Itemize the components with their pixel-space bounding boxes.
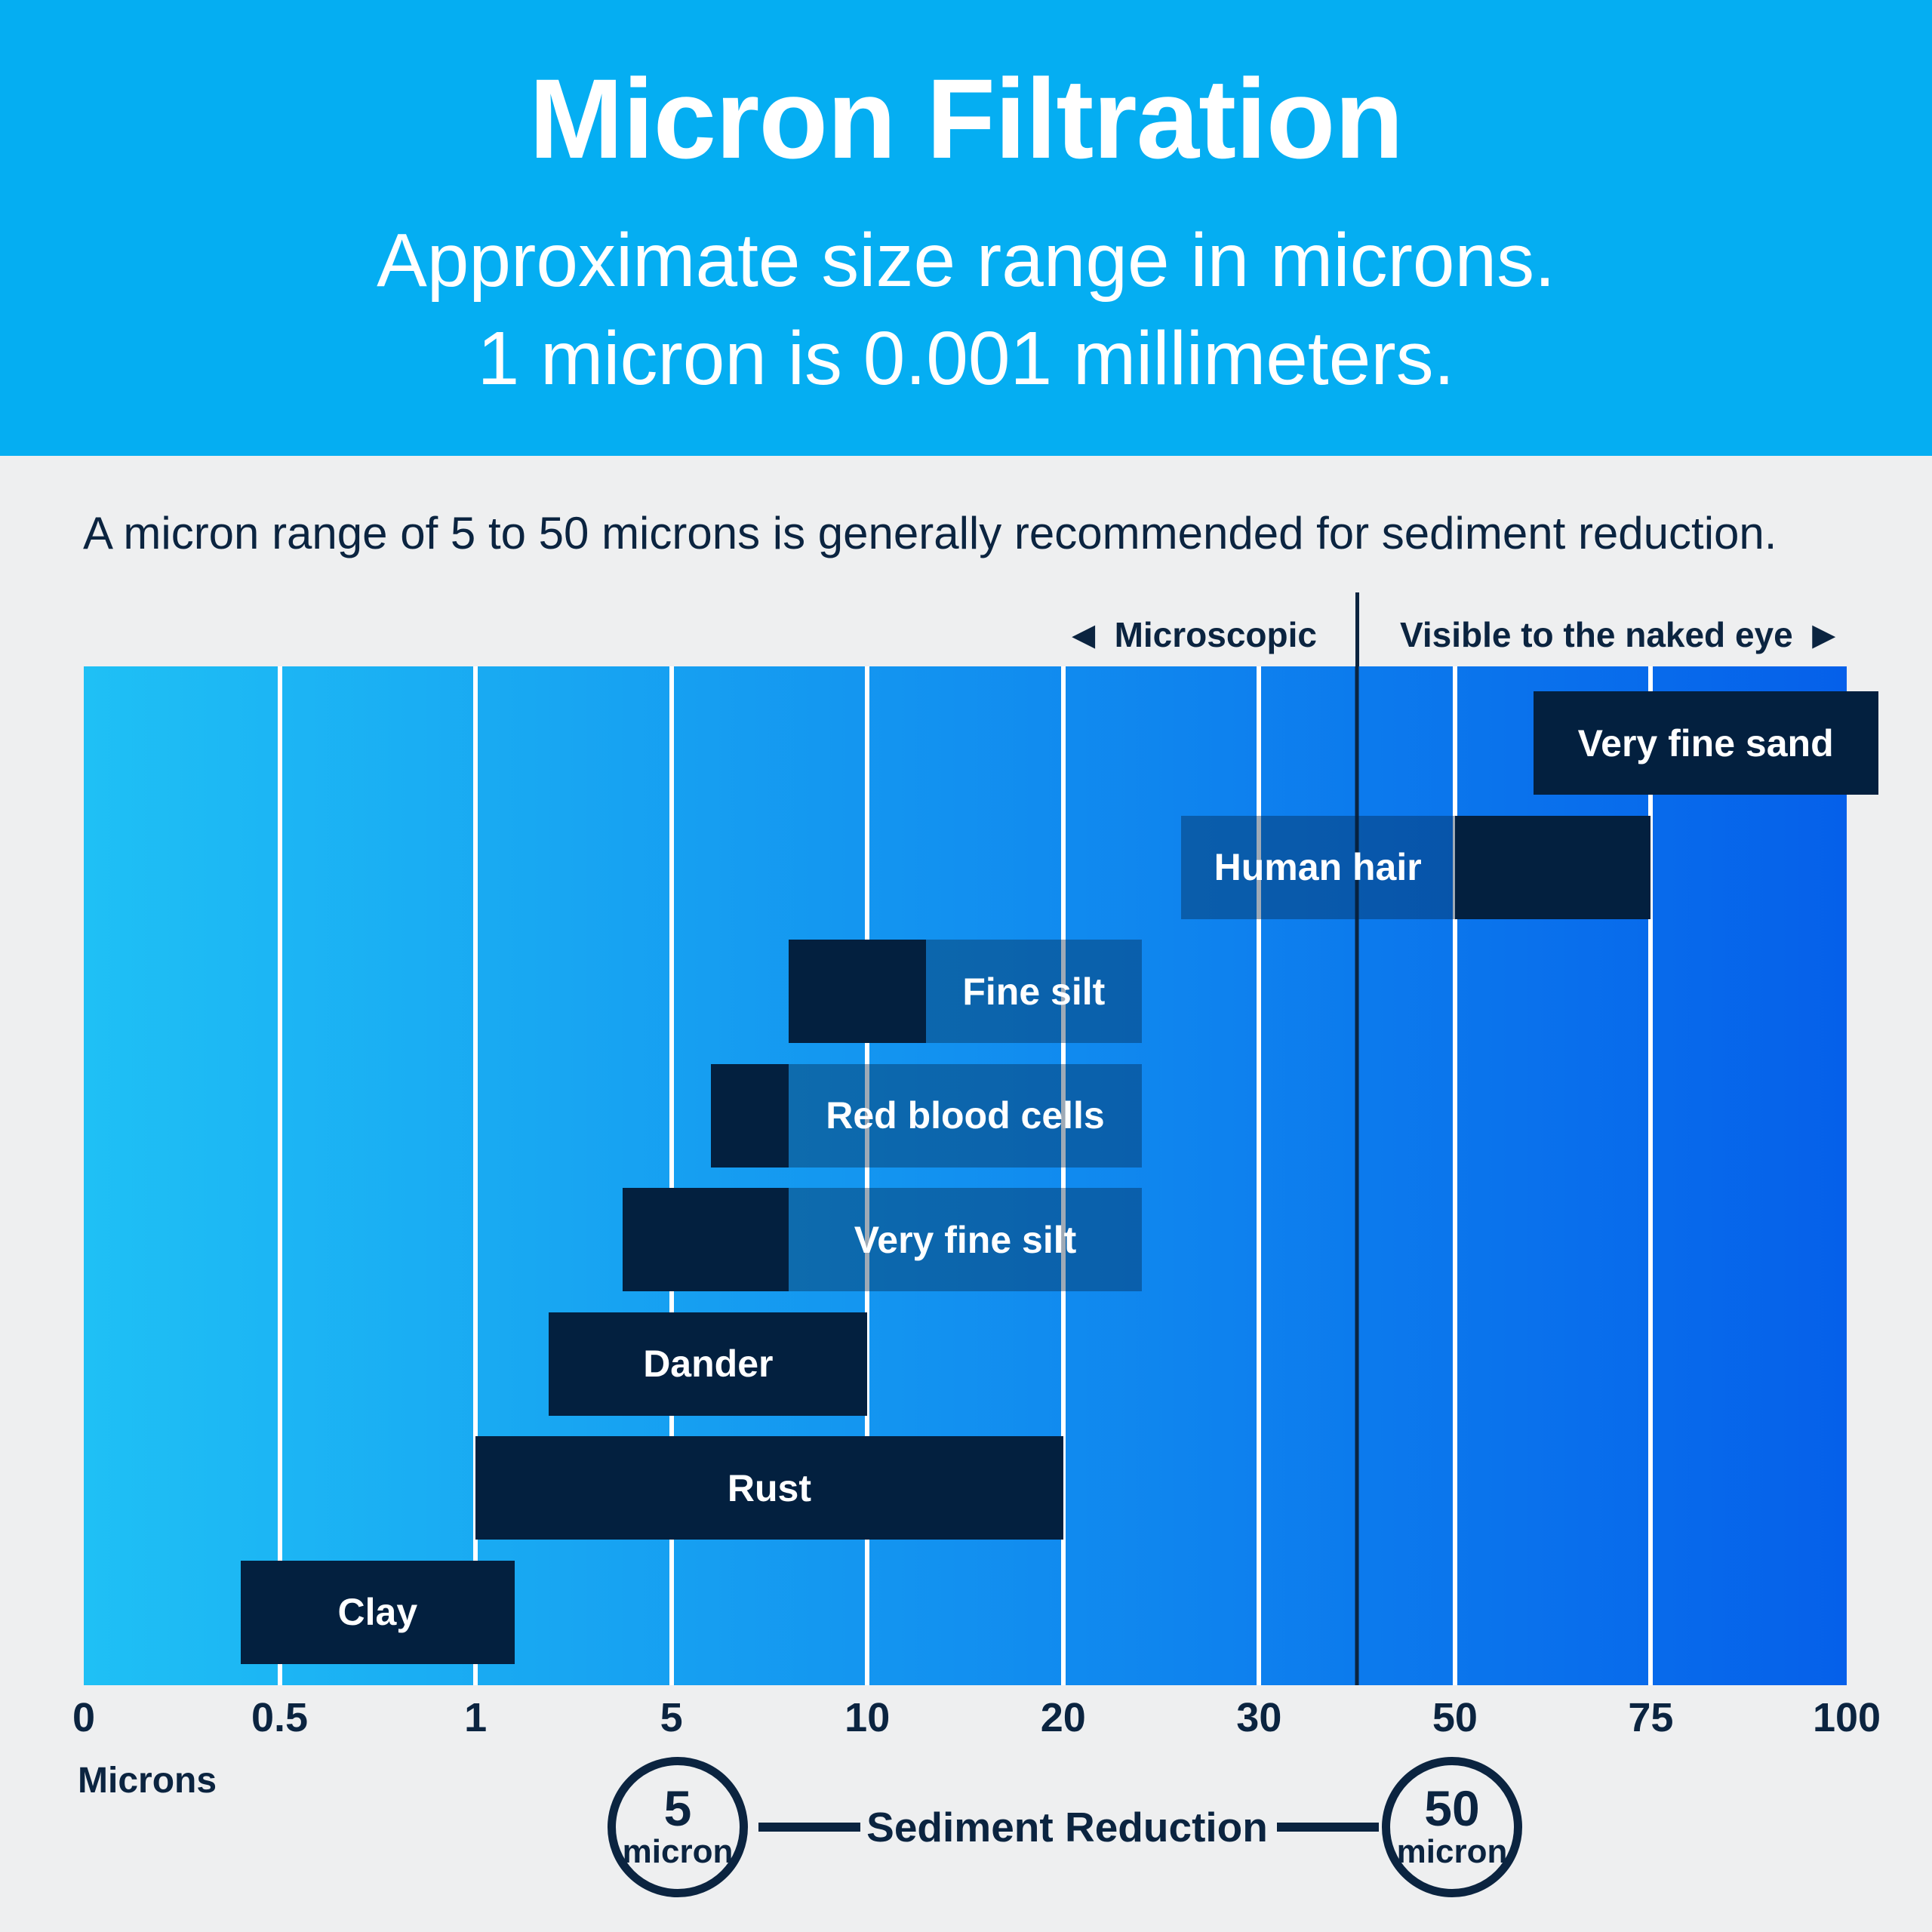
bar-label-fine-silt: Fine silt	[962, 970, 1106, 1013]
subtitle: Approximate size range in microns. 1 mic…	[0, 211, 1932, 408]
tick-label-5: 5	[660, 1695, 683, 1740]
five-micron-value: 5	[663, 1780, 692, 1836]
connector-line-left	[758, 1823, 860, 1832]
fifty-micron-value: 50	[1424, 1780, 1480, 1836]
subtitle-line-1: Approximate size range in microns.	[377, 218, 1555, 303]
label-box-fine-silt: Fine silt	[926, 940, 1142, 1043]
left-arrow-icon: ◀	[1072, 620, 1095, 651]
connector-line-right	[1277, 1823, 1379, 1832]
gridline-20	[1060, 666, 1066, 1685]
tick-label-100: 100	[1812, 1695, 1881, 1740]
tick-label-1: 1	[464, 1695, 488, 1740]
gridline-0.5	[277, 666, 282, 1685]
bar-label-dander: Dander	[643, 1343, 774, 1385]
gridline-1	[473, 666, 478, 1685]
sediment-reduction-label: Sediment Reduction	[866, 1804, 1268, 1850]
bar-dander: Dander	[549, 1312, 868, 1416]
zone-label-microscopic: ◀ Microscopic	[1072, 612, 1317, 657]
tick-label-30: 30	[1236, 1695, 1282, 1740]
zone-label-microscopic-text: Microscopic	[1114, 615, 1317, 654]
zone-label-visible-text: Visible to the naked eye	[1400, 615, 1793, 654]
fifty-micron-circle: 50 micron	[1382, 1757, 1522, 1897]
bar-label-red-blood-cells: Red blood cells	[826, 1094, 1105, 1137]
gridline-30	[1257, 666, 1262, 1685]
tick-label-0-5: 0.5	[251, 1695, 309, 1740]
bar-rust: Rust	[475, 1436, 1063, 1540]
right-arrow-icon: ▶	[1812, 620, 1835, 651]
tick-label-75: 75	[1628, 1695, 1674, 1740]
fifty-micron-unit: micron	[1396, 1833, 1508, 1870]
bar-human-hair	[1454, 815, 1651, 919]
label-box-human-hair: Human hair	[1180, 815, 1455, 919]
five-micron-circle: 5 micron	[608, 1757, 748, 1897]
gridline-75	[1648, 666, 1654, 1685]
header: Micron Filtration Approximate size range…	[0, 0, 1932, 456]
bar-label-very-fine-silt: Very fine silt	[854, 1218, 1077, 1261]
tick-label-20: 20	[1040, 1695, 1086, 1740]
tick-label-10: 10	[844, 1695, 891, 1740]
tick-label-50: 50	[1432, 1695, 1478, 1740]
subtitle-line-2: 1 micron is 0.001 millimeters.	[477, 316, 1455, 401]
bar-label-clay: Clay	[337, 1591, 418, 1633]
bar-label-rust: Rust	[727, 1466, 811, 1509]
tick-label-0: 0	[72, 1695, 96, 1740]
gridline-10	[865, 666, 870, 1685]
x-axis: 0 0.5 1 5 10 20 30 50 75 100	[72, 1695, 1881, 1742]
intro-text: A micron range of 5 to 50 microns is gen…	[83, 508, 1777, 558]
gridline-5	[669, 666, 674, 1685]
gridline-50	[1452, 666, 1457, 1685]
x-axis-title: Microns	[78, 1761, 217, 1801]
five-micron-unit: micron	[622, 1833, 734, 1870]
visibility-divider-line	[1355, 592, 1359, 666]
chart-area: Very fine sand Human hair Fine silt Red blo…	[84, 666, 1878, 1685]
page-title: Micron Filtration	[529, 55, 1404, 182]
label-box-very-fine-silt: Very fine silt	[789, 1188, 1142, 1291]
bar-very-fine-sand: Very fine sand	[1533, 691, 1878, 795]
zone-label-visible: Visible to the naked eye ▶	[1400, 612, 1835, 657]
visibility-divider-line	[1355, 666, 1359, 1685]
bar-label-very-fine-sand: Very fine sand	[1577, 721, 1834, 764]
bar-fine-silt	[789, 940, 927, 1043]
bar-red-blood-cells	[710, 1063, 789, 1168]
bar-very-fine-silt	[622, 1188, 789, 1291]
label-box-red-blood-cells: Red blood cells	[789, 1063, 1142, 1168]
bar-clay: Clay	[240, 1560, 515, 1664]
bar-label-human-hair: Human hair	[1214, 846, 1422, 888]
